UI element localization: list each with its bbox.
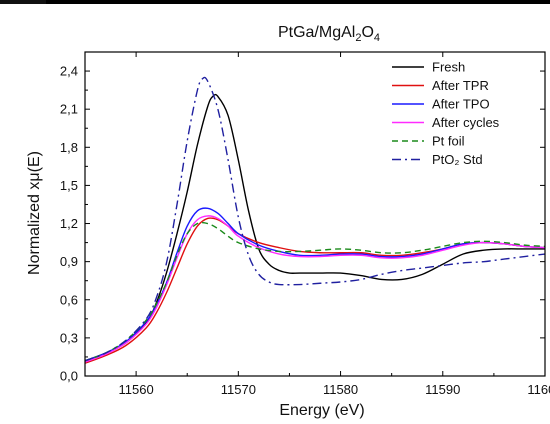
- y-tick-label: 1,5: [60, 178, 78, 193]
- series-layer: [85, 76, 545, 364]
- series-line-5: [85, 76, 545, 362]
- y-tick-label: 0,0: [60, 369, 78, 384]
- series-line-2: [85, 207, 545, 362]
- chart-title: PtGa/MgAl2O4: [278, 24, 380, 44]
- legend-label-4: Pt foil: [432, 134, 465, 149]
- y-tick-label: 0,6: [60, 292, 78, 307]
- legend-label-1: After TPR: [432, 78, 489, 93]
- x-tick-label: 11590: [425, 382, 460, 397]
- legend-label-3: After cycles: [432, 115, 500, 130]
- y-axis-title: Normalized xμ(E): [26, 151, 43, 275]
- ticks-layer: 11560 11570 11580 11590 11600 0,0 0,3 0,6 0,9 1,2…: [60, 52, 550, 397]
- y-tick-label: 0,3: [60, 330, 78, 345]
- x-tick-label: 11560: [119, 382, 154, 397]
- y-tick-label: 1,8: [60, 140, 78, 155]
- y-tick-label: 2,1: [60, 102, 78, 117]
- x-tick-label: 11600: [527, 382, 550, 397]
- legend-label-2: After TPO: [432, 97, 490, 112]
- y-tick-label: 1,2: [60, 216, 78, 231]
- y-tick-label: 2,4: [60, 64, 78, 79]
- plot-frame: [84, 51, 546, 377]
- legend-label-5: PtO₂ Std: [432, 152, 483, 167]
- series-line-4: [85, 221, 545, 362]
- x-tick-label: 11570: [221, 382, 256, 397]
- series-line-1: [85, 217, 545, 364]
- x-tick-label: 11580: [323, 382, 358, 397]
- series-line-3: [85, 215, 545, 363]
- axes-layer: [84, 51, 546, 377]
- top-border-accent: [0, 0, 46, 4]
- legend-label-0: Fresh: [432, 60, 465, 75]
- legend: Fresh After TPR After TPO After cycles Pt fo…: [392, 60, 500, 167]
- y-tick-label: 0,9: [60, 254, 78, 269]
- series-line-0: [85, 93, 545, 362]
- top-border-bar: [0, 0, 550, 4]
- x-axis-title: Energy (eV): [279, 402, 364, 419]
